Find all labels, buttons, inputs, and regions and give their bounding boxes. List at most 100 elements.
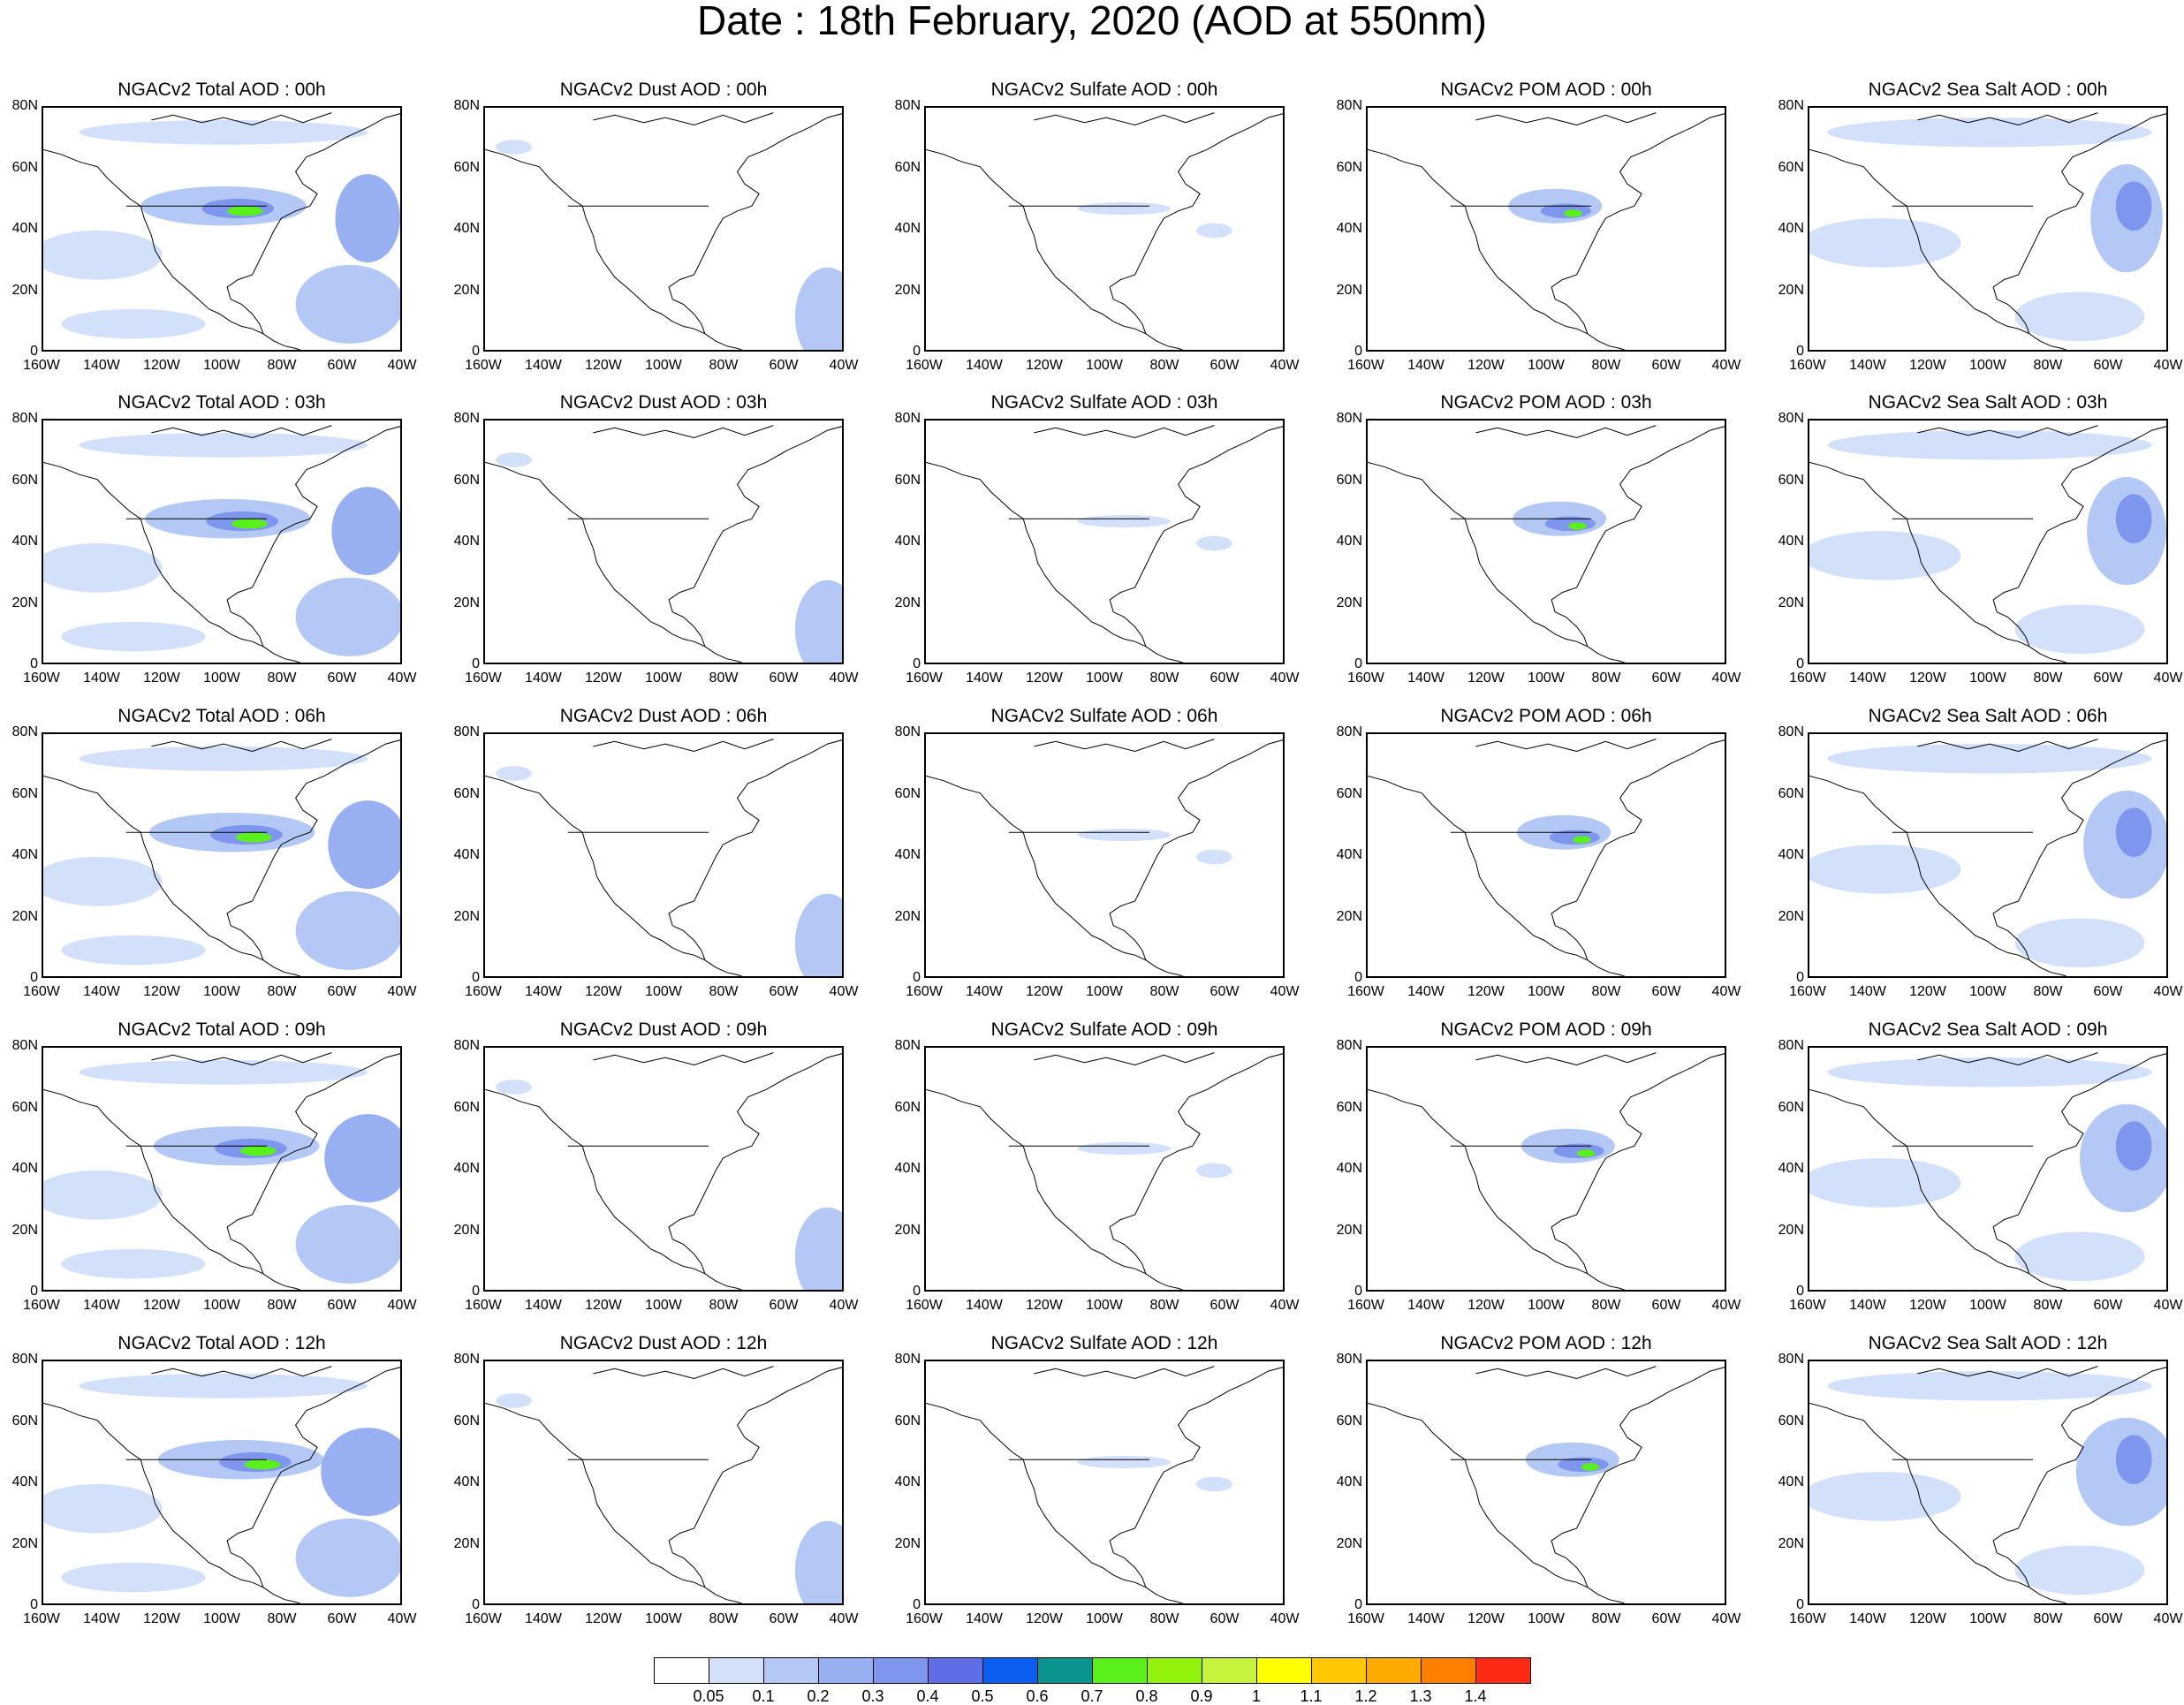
lon-tick-label: 60W <box>327 671 357 686</box>
lat-tick-label: 20N <box>1336 1535 1362 1551</box>
lat-tick-label: 0 <box>1354 1284 1362 1299</box>
coastline <box>226 1053 400 1274</box>
aod-plume <box>79 119 368 145</box>
lat-tick-label: 40N <box>453 221 480 236</box>
panel-title-sulfate-1: NGACv2 Sulfate AOD : 03h <box>990 392 1218 413</box>
panel-title-seasalt-4: NGACv2 Sea Salt AOD : 12h <box>1868 1333 2108 1353</box>
lon-tick-label: 40W <box>2153 671 2183 686</box>
coastline <box>668 426 842 647</box>
lat-tick-label: 40N <box>11 221 38 236</box>
lon-tick-label: 140W <box>83 358 120 373</box>
aod-plume <box>335 174 400 263</box>
lat-tick-label: 60N <box>453 472 480 488</box>
lat-tick-label: 20N <box>453 1535 480 1551</box>
aod-map-sulfate-2 <box>924 732 1285 978</box>
lat-tick-label: 80N <box>894 724 921 739</box>
colorbar-swatch <box>873 1657 929 1684</box>
lon-tick-label: 80W <box>1591 671 1621 686</box>
aod-plume <box>1568 522 1587 530</box>
aod-map-sulfate-3 <box>924 1046 1285 1292</box>
lat-tick-label: 80N <box>11 1038 38 1053</box>
lat-tick-label: 80N <box>1336 1352 1362 1367</box>
map-canvas <box>1809 425 2166 663</box>
lat-tick-label: 40N <box>453 1161 480 1176</box>
lon-tick-label: 80W <box>2033 1298 2063 1313</box>
coastline <box>1475 739 1657 753</box>
aod-plume <box>43 231 163 280</box>
lat-tick-label: 0 <box>1354 656 1362 671</box>
lat-tick-label: 40N <box>11 534 38 549</box>
aod-map-total-4 <box>42 1360 402 1605</box>
coastline <box>1475 112 1657 126</box>
lat-tick-label: 80N <box>1778 98 1804 113</box>
lon-tick-label: 140W <box>1407 1611 1445 1626</box>
coastline <box>1368 1402 1626 1603</box>
lon-tick-label: 160W <box>1789 984 1826 999</box>
lon-tick-label: 100W <box>1969 1298 2006 1313</box>
lat-tick-label: 40N <box>894 534 921 549</box>
panel-title-seasalt-1: NGACv2 Sea Salt AOD : 03h <box>1868 392 2108 413</box>
aod-map-sulfate-4 <box>924 1360 1285 1605</box>
lon-tick-label: 40W <box>387 1298 417 1313</box>
coastline <box>1475 425 1657 439</box>
map-canvas <box>926 1366 1283 1603</box>
lat-tick-label: 0 <box>30 970 38 985</box>
lon-tick-label: 100W <box>1969 358 2006 373</box>
lat-tick-label: 60N <box>453 1413 480 1428</box>
colorbar-label: 0.6 <box>1026 1687 1049 1705</box>
coastline <box>1034 1052 1215 1066</box>
lon-tick-label: 80W <box>1149 1611 1179 1626</box>
map-canvas <box>485 1366 842 1603</box>
lat-tick-label: 40N <box>1778 534 1804 549</box>
lon-tick-label: 40W <box>1270 1298 1300 1313</box>
aod-plume <box>239 1146 277 1156</box>
lon-tick-label: 80W <box>709 984 739 999</box>
lat-tick-label: 60N <box>894 1099 921 1115</box>
lat-tick-label: 80N <box>11 1352 38 1367</box>
lon-tick-label: 100W <box>645 671 682 686</box>
colorbar-swatch <box>1475 1657 1531 1684</box>
lat-tick-label: 0 <box>1354 1597 1362 1612</box>
panel-title-sulfate-2: NGACv2 Sulfate AOD : 06h <box>990 706 1218 726</box>
lon-tick-label: 140W <box>1407 984 1445 999</box>
lon-tick-label: 80W <box>1591 984 1621 999</box>
aod-plume <box>2115 807 2152 857</box>
aod-map-seasalt-0 <box>1808 106 2168 352</box>
coastline <box>226 426 400 647</box>
panel-title-seasalt-3: NGACv2 Sea Salt AOD : 09h <box>1868 1019 2108 1040</box>
coastline <box>593 1052 774 1066</box>
aod-plume <box>794 893 842 976</box>
lat-tick-label: 40N <box>894 221 921 236</box>
lat-tick-label: 40N <box>1336 534 1362 549</box>
lon-tick-label: 140W <box>966 671 1003 686</box>
lon-tick-label: 100W <box>1528 358 1565 373</box>
coastline <box>1034 425 1215 439</box>
aod-map-sulfate-0 <box>924 106 1285 352</box>
lon-tick-label: 100W <box>1528 1298 1565 1313</box>
map-canvas <box>43 1052 400 1290</box>
lon-tick-label: 60W <box>1210 1611 1240 1626</box>
lat-tick-label: 80N <box>1336 724 1362 739</box>
lat-tick-label: 40N <box>1778 1474 1804 1489</box>
aod-plume <box>1077 829 1172 841</box>
lon-tick-label: 120W <box>1467 984 1505 999</box>
aod-plume <box>1809 218 1961 268</box>
coastline <box>1109 739 1283 960</box>
colorbar-swatch <box>1092 1657 1148 1684</box>
lat-tick-label: 40N <box>894 847 921 862</box>
lon-tick-label: 100W <box>1969 984 2006 999</box>
colorbar-swatch <box>1147 1657 1202 1684</box>
lon-tick-label: 60W <box>1210 984 1240 999</box>
aod-plume <box>496 1080 532 1095</box>
lon-tick-label: 100W <box>1969 1611 2006 1626</box>
lon-tick-label: 40W <box>1711 358 1741 373</box>
lon-tick-label: 40W <box>1270 671 1300 686</box>
lon-tick-label: 120W <box>1026 671 1063 686</box>
map-canvas <box>43 739 400 976</box>
map-canvas <box>926 739 1283 976</box>
lon-tick-label: 160W <box>906 671 943 686</box>
lat-tick-label: 20N <box>1778 1535 1804 1551</box>
lat-tick-label: 0 <box>913 970 921 985</box>
coastline <box>1109 113 1283 334</box>
map-canvas <box>926 1052 1283 1290</box>
